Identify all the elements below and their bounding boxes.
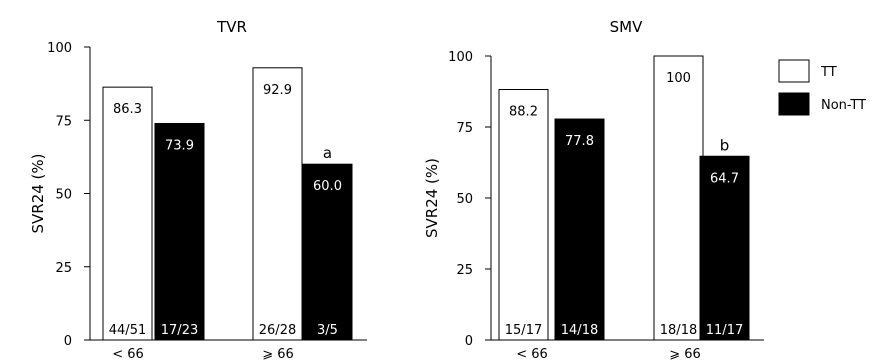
- legend: TT Non-TT: [778, 59, 866, 116]
- y-tick-label: 100: [47, 41, 72, 56]
- y-tick-label: 25: [55, 261, 72, 276]
- bar-count-label: 15/17: [505, 323, 542, 338]
- x-category-label: < 66: [516, 347, 548, 362]
- bar-value-label: 73.9: [165, 138, 194, 153]
- bar: [302, 163, 353, 341]
- bar-value-label: 64.7: [710, 171, 739, 186]
- chart-title: SMV: [610, 18, 643, 36]
- bar-count-label: 17/23: [161, 323, 198, 338]
- y-tick-label: 75: [55, 114, 72, 129]
- bar: [498, 89, 549, 341]
- bar-value-label: 92.9: [263, 83, 292, 98]
- bar-value-label: 88.2: [509, 105, 538, 120]
- bar-count-label: 44/51: [109, 323, 146, 338]
- y-tick-label: 25: [456, 263, 473, 278]
- y-axis-label: SVR24 (%): [423, 158, 441, 238]
- legend-swatch-tt: [778, 59, 810, 83]
- chart-tvr: TVR SVR24 (%) 0 25 50 75 100 < 66 ⩾ 66 86.3 44/51 9…: [29, 18, 367, 362]
- bar-value-label: 86.3: [113, 102, 142, 117]
- bar: [252, 67, 303, 341]
- x-category-label: ⩾ 66: [669, 347, 701, 362]
- bar-value-label: 77.8: [565, 134, 594, 149]
- legend-label-tt: TT: [820, 65, 837, 80]
- y-tick-label: 100: [448, 50, 473, 65]
- bar: [653, 55, 704, 341]
- bar-count-label: 3/5: [317, 323, 338, 338]
- bar-count-label: 14/18: [561, 323, 598, 338]
- y-tick-label: 0: [465, 334, 473, 349]
- bar: [102, 86, 153, 341]
- y-tick-label: 0: [64, 334, 72, 349]
- bar-value-label: 60.0: [313, 179, 342, 194]
- y-axis-label: SVR24 (%): [29, 153, 47, 233]
- bar-count-label: 11/17: [706, 323, 743, 338]
- bar: [154, 122, 205, 341]
- significance-mark: b: [720, 136, 730, 154]
- bar: [554, 118, 605, 341]
- bar-count-label: 26/28: [259, 323, 296, 338]
- y-tick-label: 50: [456, 192, 473, 207]
- y-tick-label: 75: [456, 121, 473, 136]
- legend-swatch-non-tt: [778, 92, 810, 116]
- x-category-label: ⩾ 66: [262, 347, 294, 362]
- bar-value-label: 100: [666, 71, 691, 86]
- bar-count-label: 18/18: [660, 323, 697, 338]
- chart-title: TVR: [216, 18, 247, 36]
- bar: [699, 155, 750, 341]
- chart-smv: SMV SVR24 (%) 0 25 50 75 100 < 66 ⩾ 66 88.2 15/17 1…: [423, 18, 764, 362]
- x-category-label: < 66: [112, 347, 144, 362]
- y-tick-label: 50: [55, 188, 72, 203]
- significance-mark: a: [323, 144, 332, 162]
- legend-label-non-tt: Non-TT: [821, 98, 866, 113]
